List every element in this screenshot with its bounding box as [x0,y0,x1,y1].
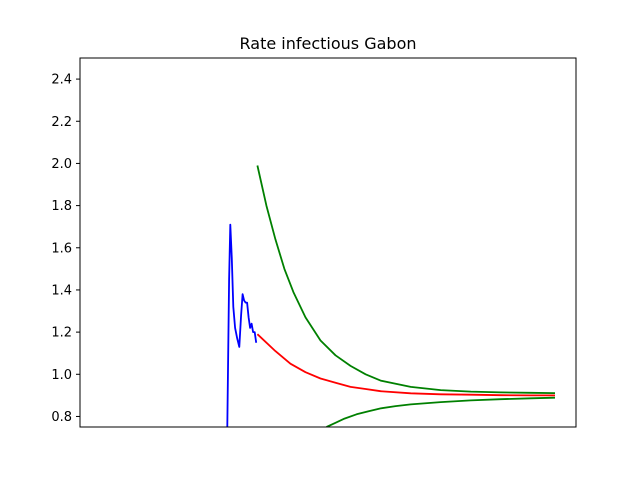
y-tick-label: 1.8 [51,199,72,214]
series-line-4 [326,396,556,427]
series-line-1 [226,223,258,427]
y-tick-label: 1.0 [51,368,72,383]
chart-title: Rate infectious Gabon [240,34,417,53]
y-tick-label: 2.2 [51,115,72,130]
y-tick-label: 1.2 [51,326,72,341]
plot-area [80,58,576,427]
y-tick-label: 1.6 [51,241,72,256]
series-line-3 [256,165,556,394]
plot-frame [79,57,577,428]
series-group [226,165,556,427]
y-tick-label: 2.4 [51,73,72,88]
plot-background [80,58,576,427]
y-tick-label: 2.0 [51,157,72,172]
series-line-2 [256,333,555,397]
y-tick-label: 0.8 [51,410,72,425]
y-axis: 0.8 1.0 1.2 1.4 1.6 1.8 2.0 2.2 2.4 [51,73,80,425]
y-tick-label: 1.4 [51,283,72,298]
